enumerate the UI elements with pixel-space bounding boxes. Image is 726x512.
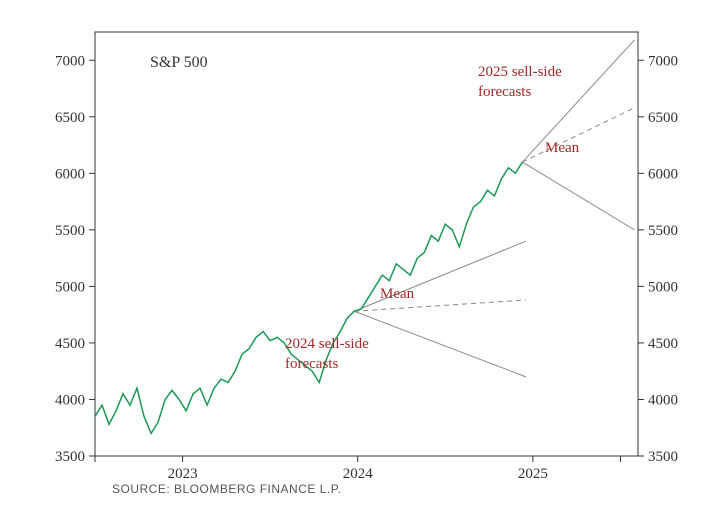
plot-border [95,32,638,456]
x-tick: 2023 [168,466,198,482]
y-tick-left: 7000 [55,53,85,69]
source-label: SOURCE: BLOOMBERG FINANCE L.P. [112,482,342,496]
y-tick-right: 7000 [648,53,678,69]
y-tick-right: 4500 [648,336,678,352]
y-tick-right: 3500 [648,449,678,465]
y-tick-left: 6000 [55,166,85,182]
y-ticks-right: 3500 4000 4500 5000 5500 6000 6500 7000 [638,53,678,465]
y-tick-left: 5000 [55,279,85,295]
y-tick-left: 4500 [55,336,85,352]
y-ticks-left: 3500 4000 4500 5000 5500 6000 6500 7000 [55,53,95,465]
annotation-title: S&P 500 [150,54,208,71]
y-tick-right: 6000 [648,166,678,182]
y-tick-right: 5500 [648,223,678,239]
x-tick: 2024 [343,466,374,482]
annotation-f2025-label-l2: forecasts [478,84,531,100]
annotations: S&P 500 2025 sell-side forecasts Mean Mean 20… [150,54,580,372]
forecast-line [354,311,526,377]
y-tick-left: 4000 [55,392,85,408]
forecast-line [522,162,634,230]
annotation-f2024-mean: Mean [380,286,415,302]
y-tick-left: 3500 [55,449,85,465]
annotation-f2024-label-l1: 2024 sell-side [285,336,369,352]
sp500-forecast-chart: 3500 4000 4500 5000 5500 6000 6500 7000 3500 400… [0,0,726,512]
annotation-f2025-mean: Mean [545,140,580,156]
annotation-f2024-label-l2: forecasts [285,356,338,372]
y-tick-right: 6500 [648,110,678,126]
y-tick-left: 5500 [55,223,85,239]
x-tick: 2025 [518,466,548,482]
y-tick-left: 6500 [55,110,85,126]
y-tick-right: 4000 [648,392,678,408]
annotation-f2025-label-l1: 2025 sell-side [478,64,562,80]
y-tick-right: 5000 [648,279,678,295]
x-ticks: 2023 2024 2025 [95,456,620,482]
sp500-price-line [95,162,522,433]
